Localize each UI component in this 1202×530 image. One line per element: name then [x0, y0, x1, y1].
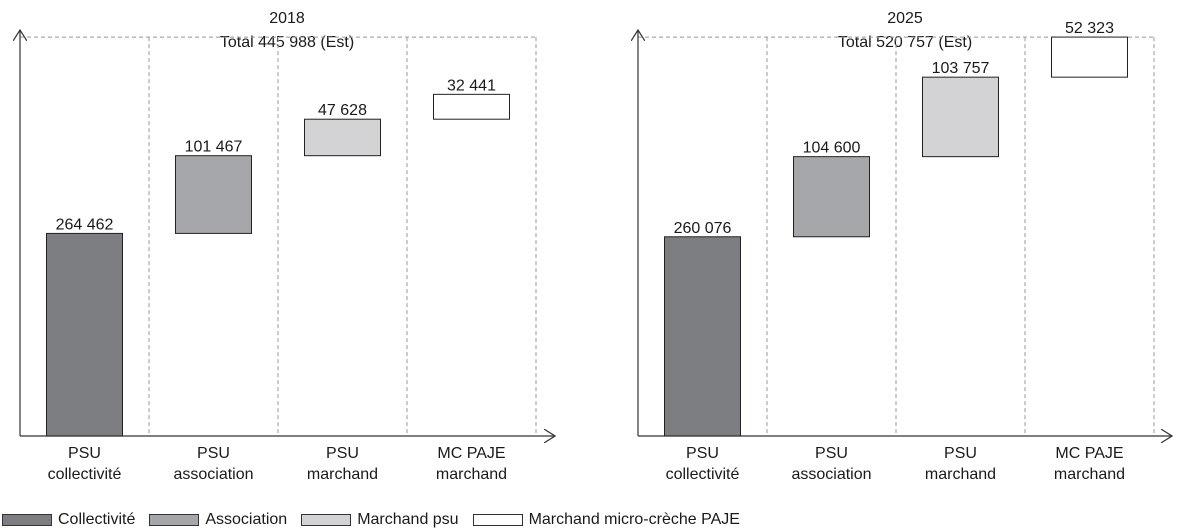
chart-title: 2025: [887, 10, 923, 27]
legend: Collectivité Association Marchand psu March…: [2, 510, 754, 530]
bar-2: [922, 76, 999, 158]
category-label-2: marchand: [925, 466, 996, 483]
legend-item-1: Association: [149, 511, 287, 529]
chart-subtitle: Total 520 757 (Est): [838, 34, 972, 51]
category-label-1: PSU: [815, 445, 848, 462]
legend-label: Marchand psu: [357, 511, 459, 528]
legend-label: Marchand micro-crèche PAJE: [528, 511, 740, 528]
category-label-3: marchand: [1054, 466, 1125, 483]
category-label-2: PSU: [944, 445, 977, 462]
chart-panel-0: 2018 Total 445 988 (Est) 264 462 PSU collect…: [20, 10, 555, 483]
bar-3: [433, 93, 510, 120]
category-label-0: PSU: [68, 445, 101, 462]
legend-swatch: [149, 514, 200, 526]
data-label-2: 103 757: [932, 60, 990, 77]
legend-swatch: [301, 514, 352, 526]
legend-item-0: Collectivité: [2, 511, 135, 529]
category-label-0: PSU: [686, 445, 719, 462]
legend-swatch: [2, 514, 52, 526]
data-label-0: 260 076: [674, 220, 732, 237]
category-label-3: marchand: [436, 466, 507, 483]
data-label-1: 101 467: [185, 139, 243, 156]
legend-item-2: Marchand psu: [301, 511, 459, 529]
legend-label: Collectivité: [58, 511, 136, 528]
category-label-2: PSU: [326, 445, 359, 462]
bar-0: [46, 232, 123, 437]
data-label-3: 52 323: [1065, 20, 1114, 37]
data-label-2: 47 628: [318, 102, 367, 119]
legend-label: Association: [205, 511, 288, 528]
category-label-1: PSU: [197, 445, 230, 462]
category-label-2: marchand: [307, 466, 378, 483]
category-label-3: MC PAJE: [1055, 445, 1123, 462]
data-label-0: 264 462: [56, 216, 114, 233]
legend-swatch: [472, 514, 523, 526]
category-label-1: association: [173, 466, 253, 483]
bar-0: [664, 236, 741, 437]
chart-subtitle: Total 445 988 (Est): [220, 34, 354, 51]
data-label-3: 32 441: [447, 77, 496, 94]
data-label-1: 104 600: [803, 140, 861, 157]
bar-1: [175, 155, 252, 234]
waterfall-charts: 2018 Total 445 988 (Est) 264 462 PSU collect…: [0, 10, 1202, 483]
category-label-1: association: [791, 466, 871, 483]
chart-title: 2018: [269, 10, 305, 27]
bar-2: [304, 118, 381, 157]
bar-3: [1051, 36, 1128, 78]
chart-panel-1: 2025 Total 520 757 (Est) 260 076 PSU collect…: [638, 10, 1172, 483]
legend-item-3: Marchand micro-crèche PAJE: [472, 511, 740, 529]
category-label-3: MC PAJE: [437, 445, 505, 462]
category-label-0: collectivité: [48, 466, 122, 483]
bar-1: [793, 156, 870, 238]
category-label-0: collectivité: [666, 466, 740, 483]
